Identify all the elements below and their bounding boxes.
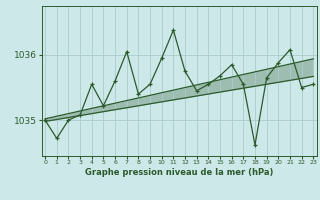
X-axis label: Graphe pression niveau de la mer (hPa): Graphe pression niveau de la mer (hPa): [85, 168, 273, 177]
